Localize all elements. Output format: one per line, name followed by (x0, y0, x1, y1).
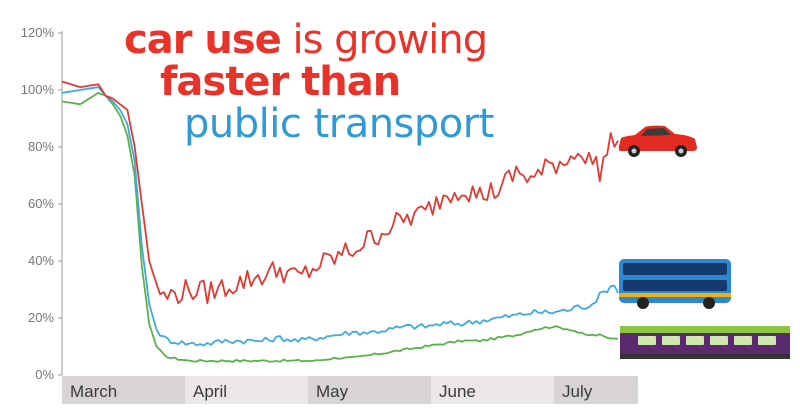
train-window (662, 336, 680, 345)
month-axis-band: March April May June July (62, 376, 638, 404)
month-band-may (308, 376, 431, 404)
month-label: May (316, 382, 349, 401)
y-axis: 0% 20% 40% 60% 80% 100% 120% (21, 25, 63, 382)
bus-wheel (637, 297, 649, 309)
car-body (618, 125, 697, 151)
y-tick-label: 60% (28, 196, 54, 211)
train-window (734, 336, 752, 345)
bus-icon (619, 259, 731, 309)
y-tick-label: 40% (28, 253, 54, 268)
car-icon (618, 125, 697, 157)
train-roof-stripe (620, 326, 790, 333)
series-line-bus (61, 86, 619, 347)
y-tick-label: 0% (35, 367, 54, 382)
bus-lower-windows (623, 280, 727, 291)
car-hub (678, 148, 684, 154)
series-icons (618, 125, 790, 359)
train-window (686, 336, 704, 345)
month-label: April (193, 382, 227, 401)
y-tick-label: 120% (21, 25, 55, 40)
car-hub (631, 148, 637, 154)
month-label: March (70, 382, 117, 401)
train-window (638, 336, 656, 345)
train-icon (620, 326, 790, 359)
month-band-june (431, 376, 554, 404)
train-window (710, 336, 728, 345)
y-tick-label: 80% (28, 139, 54, 154)
train-window (758, 336, 776, 345)
series-line-rail (61, 92, 619, 363)
y-tick-label: 100% (21, 82, 55, 97)
car-window (641, 128, 671, 136)
month-band-july (554, 376, 638, 404)
month-label: July (562, 382, 593, 401)
month-label: June (439, 382, 476, 401)
series-line-car (61, 80, 619, 305)
month-band-march (62, 376, 185, 404)
bus-upper-windows (623, 263, 727, 275)
y-tick-label: 20% (28, 310, 54, 325)
bus-stripe (619, 293, 731, 297)
series-lines (61, 80, 619, 363)
train-undercarriage (620, 354, 790, 359)
bus-wheel (703, 297, 715, 309)
month-band-april (185, 376, 308, 404)
